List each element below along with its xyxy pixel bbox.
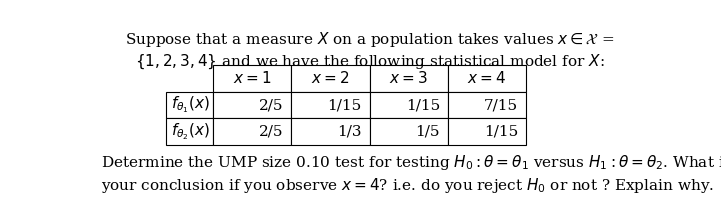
Text: your conclusion if you observe $x = 4$? i.e. do you reject $H_0$ or not ? Explai: your conclusion if you observe $x = 4$? … [101,176,715,194]
Text: $\{1, 2, 3, 4\}$ and we have the following statistical model for $X$:: $\{1, 2, 3, 4\}$ and we have the followi… [135,52,604,71]
Text: Determine the UMP size 0.10 test for testing $H_0 : \theta = \theta_1$ versus $H: Determine the UMP size 0.10 test for tes… [101,153,721,172]
Text: Suppose that a measure $X$ on a population takes values $x \in \mathcal{X}$ =: Suppose that a measure $X$ on a populati… [125,30,614,49]
